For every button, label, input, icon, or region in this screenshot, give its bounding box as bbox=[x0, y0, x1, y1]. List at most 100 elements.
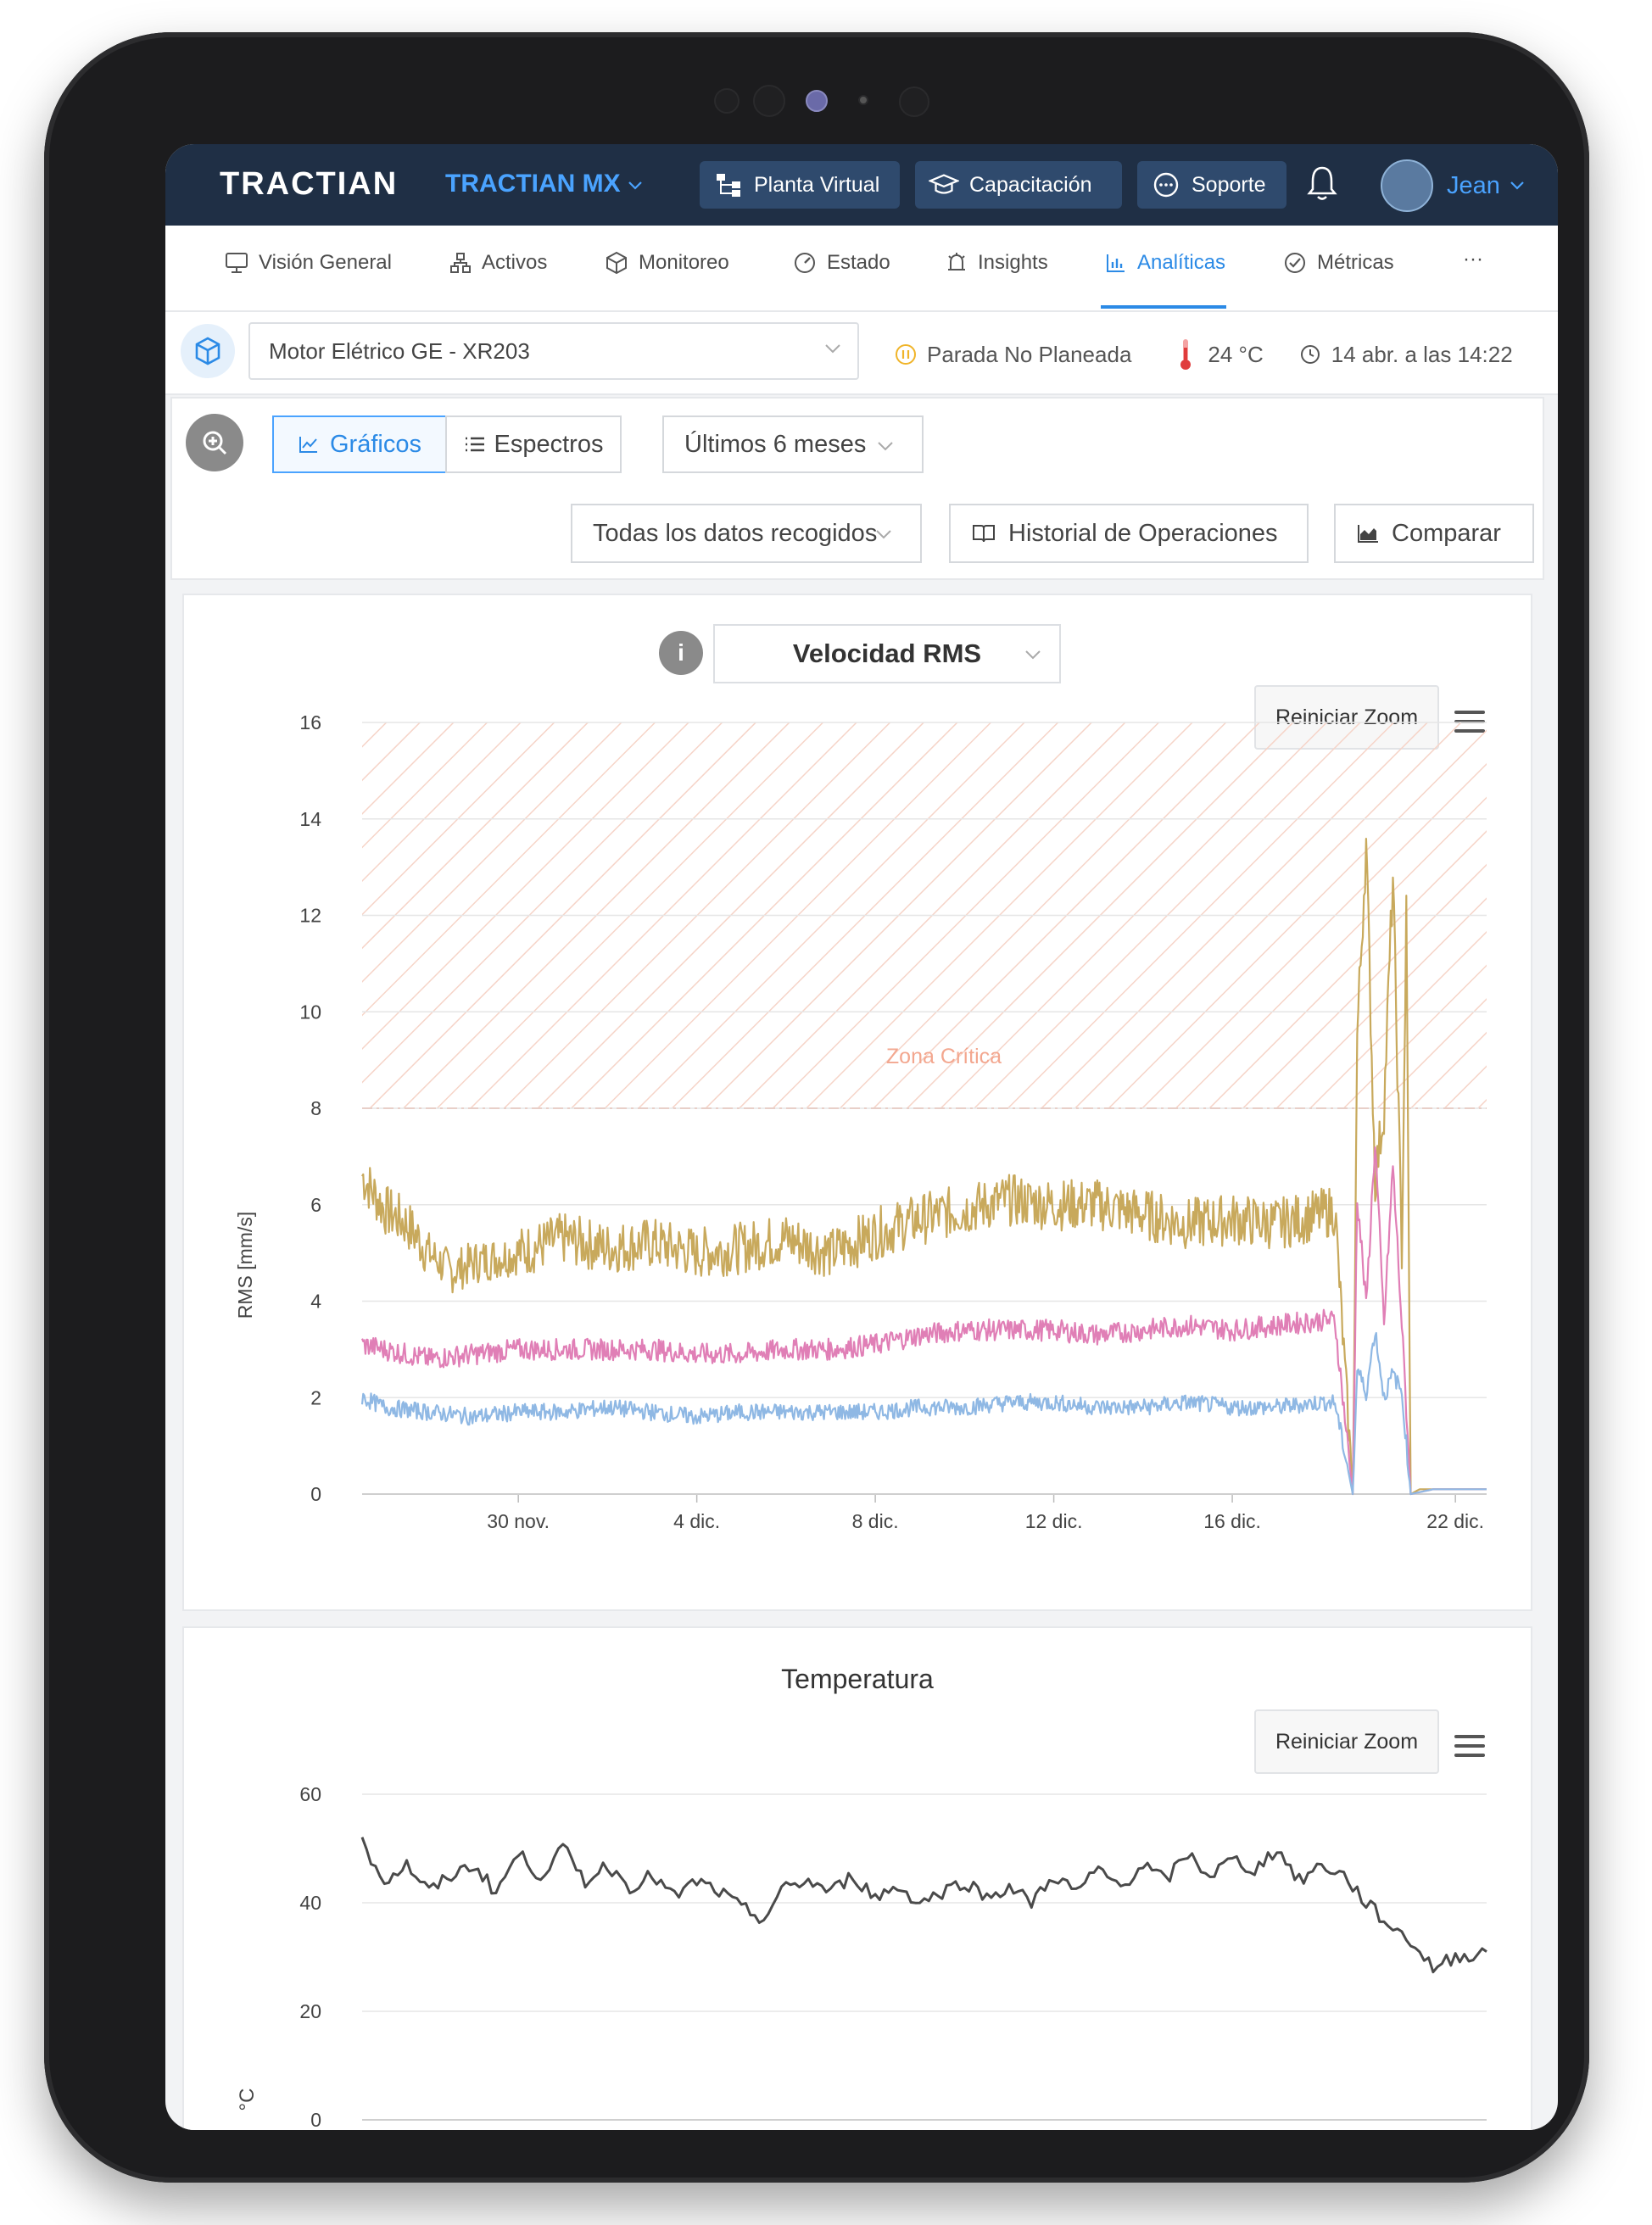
y-tick-label: 4 bbox=[310, 1291, 321, 1313]
reset-zoom-label: Reiniciar Zoom bbox=[1275, 1729, 1419, 1754]
tablet-frame: TRACTIAN TRACTIAN MX Planta Virtual Capa… bbox=[44, 32, 1589, 2183]
box-icon bbox=[606, 251, 627, 275]
y-axis-title: °C bbox=[236, 2088, 259, 2111]
temperature-value: 24 °C bbox=[1208, 341, 1264, 367]
y-tick-label: 2 bbox=[310, 1386, 321, 1408]
zoom-in-button[interactable] bbox=[186, 414, 243, 471]
temperature-series-line bbox=[360, 1837, 1487, 1974]
temperature-title: Temperatura bbox=[781, 1664, 934, 1694]
info-icon[interactable]: i bbox=[659, 631, 703, 675]
status-text: Parada No Planeada bbox=[927, 341, 1132, 367]
gauge-icon bbox=[795, 253, 815, 273]
asset-name: Motor Elétrico GE - XR203 bbox=[269, 338, 530, 364]
bell-icon[interactable] bbox=[1305, 165, 1339, 206]
more-tabs-button[interactable]: ··· bbox=[1463, 248, 1483, 271]
chart-menu-icon[interactable] bbox=[1454, 1735, 1485, 1763]
asset-status: Parada No Planeada 24 °C 14 abr. a las 1… bbox=[895, 337, 1513, 371]
tab-monitoring-label: Monitoreo bbox=[639, 251, 729, 274]
tab-assets-label: Activos bbox=[482, 251, 548, 274]
support-button[interactable]: Soporte bbox=[1137, 161, 1286, 209]
metric-select[interactable]: Velocidad RMS bbox=[713, 624, 1061, 683]
metric-value: Velocidad RMS bbox=[792, 639, 982, 668]
bar-chart-icon bbox=[1107, 254, 1125, 272]
chevron-down-icon bbox=[878, 442, 893, 451]
chevron-down-icon bbox=[825, 344, 840, 354]
logo: TRACTIAN bbox=[220, 166, 399, 202]
compare-button[interactable]: Comparar bbox=[1334, 504, 1534, 563]
tab-overview-label: Visión General bbox=[259, 251, 392, 274]
main-nav: Visión General Activos Monitoreo Estado … bbox=[165, 226, 1558, 312]
line-chart-icon bbox=[299, 437, 317, 453]
chevron-down-icon bbox=[1510, 181, 1524, 190]
y-tick-label: 10 bbox=[299, 1001, 321, 1023]
data-scope-select[interactable]: Todas los datos recogidos bbox=[571, 504, 922, 563]
rms-series-blue-line bbox=[360, 1331, 1487, 1496]
tab-overview[interactable]: Visión General bbox=[225, 251, 392, 275]
chat-icon bbox=[1151, 170, 1181, 200]
period-value: Últimos 6 meses bbox=[684, 430, 867, 458]
tab-monitoring[interactable]: Monitoreo bbox=[605, 251, 729, 275]
tab-status-label: Estado bbox=[827, 251, 890, 274]
asset-select[interactable]: Motor Elétrico GE - XR203 bbox=[248, 322, 859, 380]
training-button[interactable]: Capacitación bbox=[915, 161, 1122, 209]
temperature-chart[interactable]: 0 20 40 60 °C bbox=[184, 1777, 1531, 2130]
virtual-plant-button[interactable]: Planta Virtual bbox=[700, 161, 900, 209]
x-tick-label: 8 dic. bbox=[852, 1510, 899, 1532]
compare-label: Comparar bbox=[1392, 519, 1501, 547]
virtual-plant-label: Planta Virtual bbox=[754, 172, 880, 197]
tab-spectra-label: Espectros bbox=[494, 430, 604, 458]
tab-assets[interactable]: Activos bbox=[449, 251, 547, 275]
y-tick-label: 60 bbox=[299, 1783, 321, 1805]
camera-bar bbox=[714, 83, 1036, 125]
support-label: Soporte bbox=[1192, 172, 1266, 197]
rms-series-pink-line bbox=[360, 1146, 1487, 1496]
clock-icon bbox=[1300, 345, 1320, 364]
critical-zone-label: Zona Crítica bbox=[886, 1045, 1002, 1068]
sitemap-icon bbox=[713, 170, 744, 200]
alarm-icon bbox=[948, 253, 965, 270]
monitor-icon bbox=[226, 253, 248, 273]
check-circle-icon bbox=[1285, 253, 1305, 273]
x-tick-label: 22 dic. bbox=[1426, 1510, 1484, 1532]
tab-analytics[interactable]: Analíticas bbox=[1105, 251, 1225, 275]
temperature-chart-panel: Temperatura Reiniciar Zoom 0 20 40 60 °C bbox=[182, 1626, 1532, 2130]
y-tick-label: 0 bbox=[310, 2109, 321, 2130]
filter-panel: Gráficos Espectros Últimos 6 meses Todas… bbox=[170, 397, 1544, 580]
y-tick-label: 8 bbox=[310, 1097, 321, 1119]
rms-series-gold-line bbox=[361, 838, 1487, 1496]
company-selector[interactable]: TRACTIAN MX bbox=[445, 170, 643, 198]
company-name: TRACTIAN MX bbox=[445, 170, 621, 198]
y-tick-label: 0 bbox=[310, 1483, 321, 1505]
reset-zoom-button[interactable]: Reiniciar Zoom bbox=[1254, 1709, 1439, 1774]
chevron-down-icon bbox=[628, 181, 642, 190]
tab-insights[interactable]: Insights bbox=[946, 251, 1048, 275]
chevron-down-icon bbox=[876, 530, 891, 539]
rms-chart[interactable]: 0 2 4 6 8 10 12 14 16 30 nov. 4 dic. 8 dic. 12 dic. 1… bbox=[184, 705, 1531, 1604]
user-menu[interactable]: Jean bbox=[1381, 159, 1526, 212]
tab-spectra[interactable]: Espectros bbox=[445, 415, 622, 473]
y-tick-label: 6 bbox=[310, 1194, 321, 1216]
tab-metrics-label: Métricas bbox=[1317, 251, 1394, 274]
area-chart-icon bbox=[1358, 525, 1378, 543]
rms-chart-panel: i Velocidad RMS Reiniciar Zoom 0 2 4 6 8 10 12… bbox=[182, 594, 1532, 1611]
active-tab-indicator bbox=[1101, 305, 1226, 309]
asset-bar: Motor Elétrico GE - XR203 Parada No Plan… bbox=[165, 312, 1558, 395]
x-tick-label: 4 dic. bbox=[673, 1510, 720, 1532]
tab-charts[interactable]: Gráficos bbox=[272, 415, 447, 473]
x-tick-label: 12 dic. bbox=[1025, 1510, 1083, 1532]
last-update: 14 abr. a las 14:22 bbox=[1331, 341, 1513, 367]
app-screen: TRACTIAN TRACTIAN MX Planta Virtual Capa… bbox=[165, 144, 1558, 2130]
tab-metrics[interactable]: Métricas bbox=[1283, 251, 1394, 275]
operations-history-button[interactable]: Historial de Operaciones bbox=[949, 504, 1309, 563]
y-tick-label: 20 bbox=[299, 2000, 321, 2022]
x-tick-label: 30 nov. bbox=[487, 1510, 550, 1532]
y-axis-title: RMS [mm/s] bbox=[234, 1212, 256, 1319]
x-tick-label: 16 dic. bbox=[1203, 1510, 1261, 1532]
period-select[interactable]: Últimos 6 meses bbox=[662, 415, 924, 473]
training-label: Capacitación bbox=[969, 172, 1092, 197]
hierarchy-icon bbox=[450, 253, 471, 273]
top-bar: TRACTIAN TRACTIAN MX Planta Virtual Capa… bbox=[165, 144, 1558, 226]
graduation-cap-icon bbox=[929, 170, 959, 200]
tab-status[interactable]: Estado bbox=[793, 251, 890, 275]
y-tick-label: 40 bbox=[299, 1892, 321, 1914]
